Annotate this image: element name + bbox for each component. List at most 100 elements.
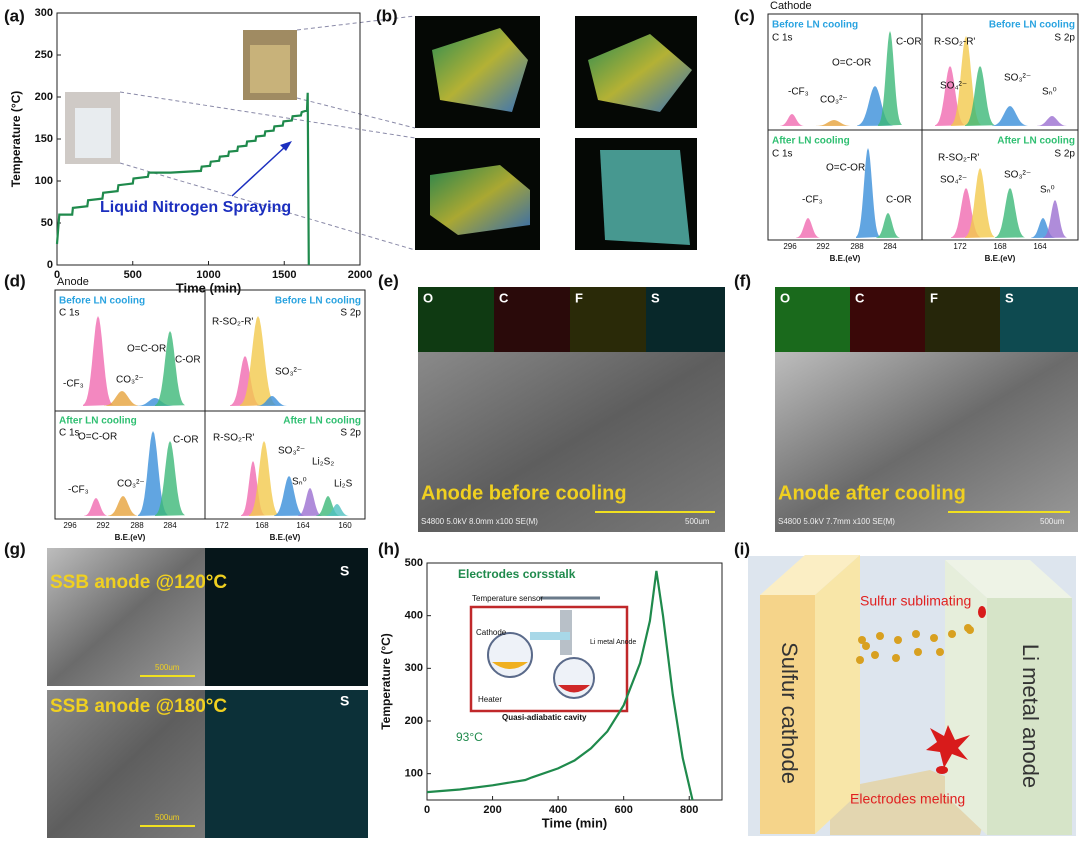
y-tick-label: 200 — [35, 91, 53, 103]
spectrum-peak — [965, 66, 995, 126]
y-tick-label: 300 — [405, 662, 423, 674]
y-tick-label: 200 — [405, 715, 423, 727]
spectrum-label: C 1s — [772, 33, 793, 44]
caption: Anode after cooling — [778, 482, 966, 504]
x-tick-label: 2000 — [348, 269, 372, 281]
element-label: S — [340, 693, 349, 709]
spectrum-label: C 1s — [59, 428, 80, 439]
spectrum-label: O=C-OR — [832, 58, 871, 69]
spectrum-box — [767, 13, 923, 131]
element-label: F — [930, 290, 938, 305]
x-tick-label: 168 — [255, 521, 269, 530]
spectrum-label: Sₙ⁰ — [1040, 185, 1055, 196]
spectrum-label: After LN cooling — [59, 416, 137, 427]
y-tick-label: 100 — [405, 768, 423, 780]
particle — [964, 624, 972, 632]
spectrum-label: S 2p — [1054, 33, 1075, 44]
spectrum-label: SO₄²⁻ — [940, 81, 967, 92]
spectrum-peak — [138, 431, 168, 516]
spectrum-peak — [84, 498, 108, 516]
spectrum-label: R-SO₂-R' — [938, 153, 979, 164]
y-tick-label: 400 — [405, 610, 423, 622]
y-tick-label: 500 — [405, 557, 423, 569]
spectrum-label: C 1s — [772, 149, 793, 160]
spectrum-peak — [274, 476, 304, 516]
scene-label: Li metal anode — [1018, 644, 1043, 788]
arrow — [231, 145, 287, 197]
panel-b-images — [415, 16, 697, 250]
x-tick-label: 160 — [338, 521, 352, 530]
spectrum-label: CO₃²⁻ — [117, 479, 145, 490]
y-tick-label: 300 — [35, 7, 53, 19]
caption: Anode before cooling — [421, 482, 627, 504]
caption: SSB anode @180°C — [50, 696, 227, 717]
spectrum-label: SO₃²⁻ — [1004, 170, 1031, 181]
panel-f-images — [775, 287, 1078, 532]
annotation: Heater — [478, 695, 502, 704]
spectrum-label: C-OR — [173, 435, 199, 446]
spectrum-peak — [240, 316, 276, 406]
scale-label: 500um — [155, 663, 180, 672]
spectrum-label: -CF₃ — [788, 87, 809, 98]
spectrum-label: -CF₃ — [68, 485, 89, 496]
element-label: C — [499, 290, 509, 305]
x-tick-label: 292 — [96, 521, 110, 530]
particle — [914, 648, 922, 656]
spectrum-label: After LN cooling — [997, 136, 1075, 147]
panel-label: (b) — [376, 6, 398, 25]
x-axis-label: Time (min) — [542, 815, 608, 830]
spectrum-label: -CF₃ — [63, 379, 84, 390]
particle — [876, 632, 884, 640]
spectrum-peak — [1037, 116, 1067, 126]
element-label: S — [340, 563, 349, 579]
particle — [948, 630, 956, 638]
scene-label: Sulfur cathode — [777, 642, 802, 784]
spectrum-label: S 2p — [340, 308, 361, 319]
spectrum-label: After LN cooling — [772, 136, 850, 147]
spectrum-label: R-SO₂-R' — [212, 317, 253, 328]
particle — [936, 648, 944, 656]
sulfur-particles — [856, 624, 974, 664]
y-axis-label: Temperature (°C) — [379, 633, 393, 730]
y-tick-label: 50 — [41, 217, 53, 229]
spectrum-label: CO₃²⁻ — [116, 375, 144, 386]
spectrum-label: Li₂S — [334, 479, 353, 490]
x-tick-label: 164 — [1033, 242, 1047, 251]
x-tick-label: 296 — [783, 242, 797, 251]
panel-i-scene — [748, 555, 1076, 836]
caption: SSB anode @120°C — [50, 572, 227, 593]
x-tick-label: 164 — [296, 521, 310, 530]
pouch-photo — [75, 108, 111, 158]
panel-label: (f) — [734, 271, 751, 290]
spectrum-label: SO₃²⁻ — [1004, 73, 1031, 84]
panel-label: (c) — [734, 6, 755, 25]
spectrum-label: Before LN cooling — [59, 296, 145, 307]
panel-e-images — [418, 287, 725, 532]
spectrum-label: Li₂S₂ — [312, 457, 334, 468]
spectrum-peak — [298, 488, 322, 516]
annotation: Quasi-adiabatic cavity — [502, 713, 587, 722]
annotation: Electrodes corsstalk — [458, 567, 576, 581]
x-tick-label: 288 — [850, 242, 864, 251]
x-axis-label: B.E.(eV) — [115, 533, 146, 542]
x-tick-label: 800 — [680, 804, 698, 816]
spectrum-label: -CF₃ — [802, 195, 823, 206]
y-axis-label: Temperature (°C) — [9, 91, 23, 188]
panel-label: (a) — [4, 6, 25, 25]
x-tick-label: 284 — [163, 521, 177, 530]
x-tick-label: 296 — [63, 521, 77, 530]
annotation: Temperature sensor — [472, 594, 543, 603]
particle — [930, 634, 938, 642]
panel-label: (h) — [378, 539, 400, 558]
x-tick-label: 0 — [424, 804, 430, 816]
spectrum-label: Sₙ⁰ — [1042, 87, 1057, 98]
x-tick-label: 600 — [614, 804, 632, 816]
sem-info: S4800 5.0kV 7.7mm x100 SE(M) — [778, 517, 895, 526]
spectrum-label: S 2p — [340, 428, 361, 439]
spectrum-label: SO₃²⁻ — [278, 446, 305, 457]
spectrum-label: Before LN cooling — [275, 296, 361, 307]
data-line — [55, 92, 310, 266]
spectrum-peak — [796, 218, 820, 238]
spectrum-peak — [104, 391, 140, 406]
x-tick-label: 0 — [54, 269, 60, 281]
